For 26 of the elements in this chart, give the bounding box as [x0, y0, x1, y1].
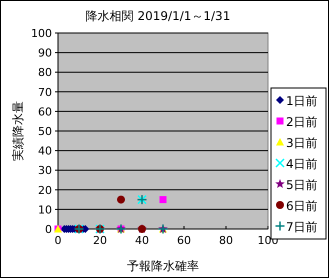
- y-tick-label: 100: [31, 27, 52, 40]
- x-tick-label: 0: [54, 234, 62, 247]
- y-tick-label: 60: [38, 105, 52, 118]
- legend-label: 2日前: [286, 115, 318, 129]
- y-tick-label: 30: [38, 164, 52, 178]
- legend-label: 6日前: [286, 199, 318, 213]
- x-tick-label: 40: [135, 234, 149, 247]
- y-tick-label: 90: [38, 46, 52, 60]
- y-tick-label: 40: [38, 144, 52, 158]
- y-tick-label: 50: [38, 125, 52, 138]
- y-tick-label: 20: [38, 184, 52, 197]
- x-tick-label: 60: [177, 234, 191, 247]
- legend-label: 7日前: [286, 220, 318, 234]
- legend-label: 3日前: [286, 136, 318, 150]
- y-axis-title: 実績降水量: [11, 101, 25, 161]
- y-tick-label: 70: [38, 86, 52, 99]
- legend-label: 1日前: [286, 94, 318, 108]
- y-tick-label: 0: [45, 223, 52, 236]
- x-axis-title: 予報降水確率: [127, 259, 199, 273]
- chart-title: 降水相関 2019/1/1～1/31: [86, 9, 230, 23]
- x-tick-label: 80: [219, 234, 233, 247]
- legend-label: 4日前: [286, 157, 318, 171]
- y-tick-label: 10: [38, 203, 52, 216]
- x-tick-label: 20: [93, 234, 107, 247]
- legend-label: 5日前: [286, 178, 318, 192]
- y-tick-label: 80: [38, 66, 52, 80]
